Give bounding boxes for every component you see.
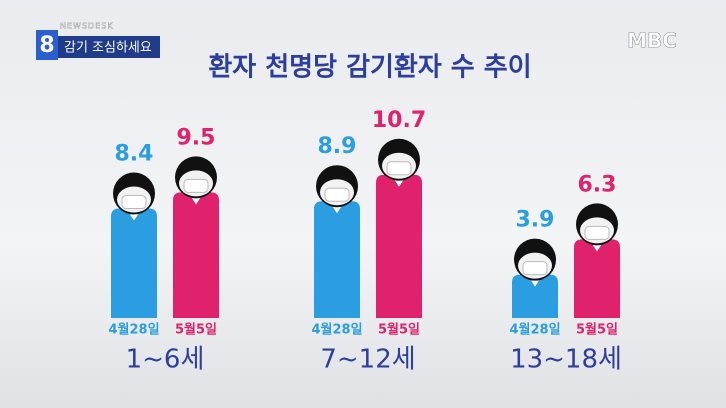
chart-title: 환자 천명당 감기환자 수 추이 xyxy=(208,53,531,83)
value-label: 6.3 xyxy=(578,172,617,197)
channel-box xyxy=(36,30,58,60)
value-label: 8.9 xyxy=(318,134,357,159)
program-name: NEWSDESK xyxy=(60,22,114,31)
mask xyxy=(522,261,548,276)
bar xyxy=(314,201,360,318)
mask xyxy=(584,225,610,240)
category-label: 13~18세 xyxy=(510,345,622,375)
bar xyxy=(111,208,157,318)
logo: MBC xyxy=(627,29,677,53)
bar xyxy=(173,192,219,318)
category-label: 7~12세 xyxy=(320,345,415,375)
series-label: 4월28일 xyxy=(509,322,560,338)
category-label: 1~6세 xyxy=(126,345,205,375)
mask xyxy=(386,161,412,176)
series-label: 5월5일 xyxy=(378,322,420,338)
mask xyxy=(324,187,350,202)
series-label: 4월28일 xyxy=(311,322,362,338)
channel-number: 8 xyxy=(39,33,54,58)
value-label: 9.5 xyxy=(177,125,216,150)
mask xyxy=(121,195,147,210)
caption-box xyxy=(36,36,160,58)
bar xyxy=(376,174,422,318)
series-label: 4월28일 xyxy=(108,322,159,338)
caption: 감기 조심하세요 xyxy=(64,41,152,56)
value-label: 8.4 xyxy=(115,142,154,167)
value-label: 10.7 xyxy=(372,108,426,133)
series-label: 5월5일 xyxy=(576,322,618,338)
value-label: 3.9 xyxy=(516,208,555,233)
series-label: 5월5일 xyxy=(175,322,217,338)
bar xyxy=(574,239,620,318)
mask xyxy=(183,178,209,193)
bar xyxy=(512,274,558,318)
